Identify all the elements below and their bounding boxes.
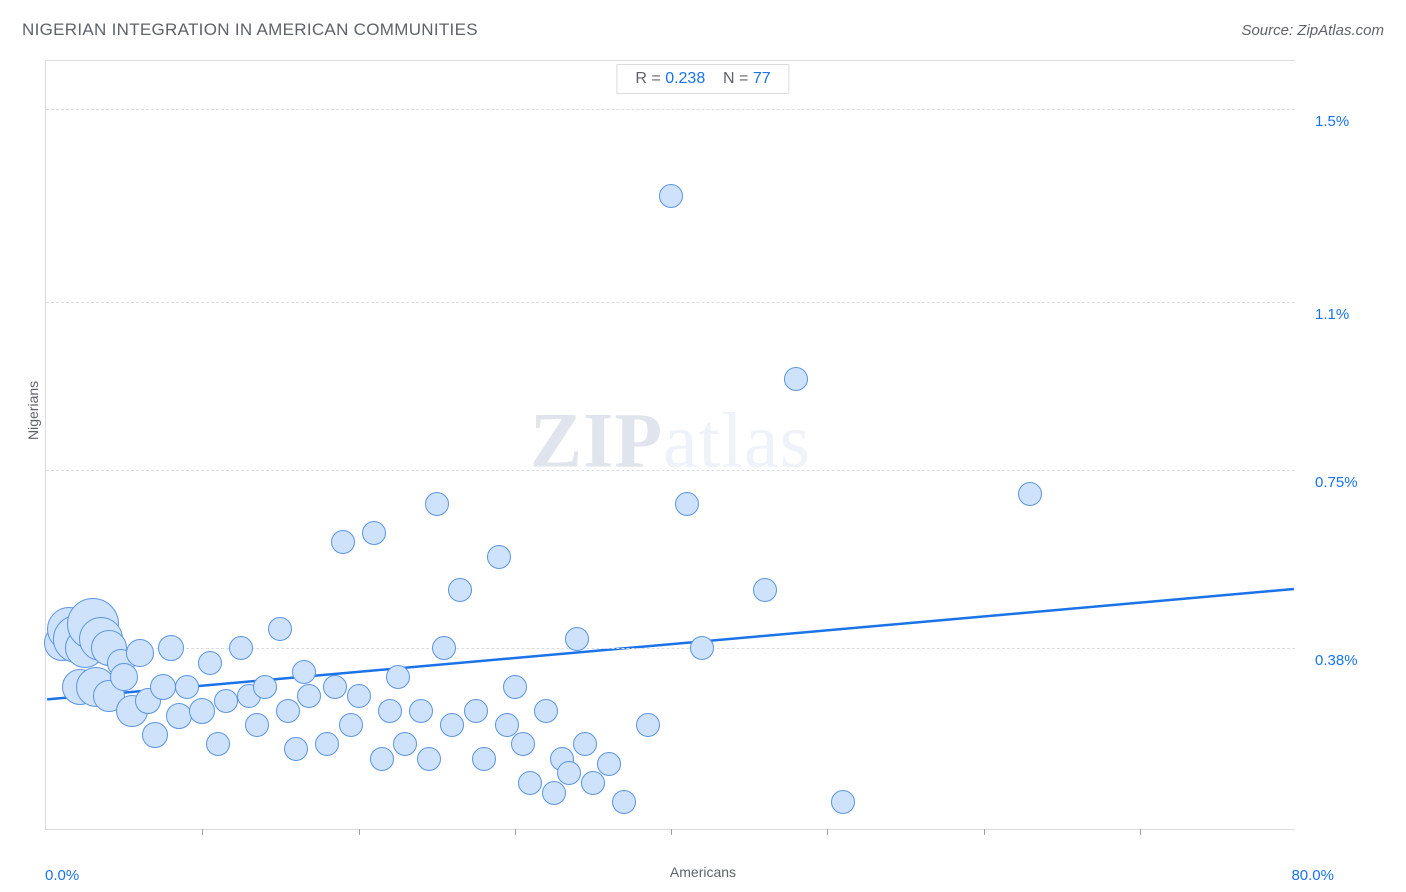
n-value: 77 (753, 70, 771, 87)
data-point (268, 617, 292, 641)
data-point (331, 530, 355, 554)
data-point (370, 747, 394, 771)
data-point (581, 771, 605, 795)
y-tick-label: 0.38% (1315, 652, 1358, 669)
gridline-h (46, 470, 1295, 471)
data-point (142, 722, 168, 748)
scatter-chart: ZIPatlas (45, 60, 1295, 830)
data-point (362, 521, 386, 545)
data-point (284, 737, 308, 761)
x-tick (984, 829, 985, 835)
data-point (229, 636, 253, 660)
data-point (557, 761, 581, 785)
x-tick (827, 829, 828, 835)
y-tick-label: 0.75% (1315, 474, 1358, 491)
data-point (503, 675, 527, 699)
data-point (425, 492, 449, 516)
chart-header: NIGERIAN INTEGRATION IN AMERICAN COMMUNI… (22, 20, 1384, 40)
watermark: ZIPatlas (530, 396, 811, 486)
data-point (659, 184, 683, 208)
data-point (315, 732, 339, 756)
data-point (534, 699, 558, 723)
stats-box: R = 0.238 N = 77 (616, 64, 789, 94)
n-label: N = (723, 70, 748, 87)
data-point (323, 675, 347, 699)
data-point (542, 781, 566, 805)
x-tick (1140, 829, 1141, 835)
data-point (206, 732, 230, 756)
y-tick-label: 1.5% (1315, 113, 1349, 130)
data-point (690, 636, 714, 660)
y-axis-label: Nigerians (25, 381, 41, 440)
data-point (573, 732, 597, 756)
chart-source: Source: ZipAtlas.com (1241, 22, 1384, 39)
data-point (612, 790, 636, 814)
data-point (831, 790, 855, 814)
data-point (518, 771, 542, 795)
data-point (464, 699, 488, 723)
data-point (126, 639, 154, 667)
data-point (175, 675, 199, 699)
data-point (1018, 482, 1042, 506)
data-point (378, 699, 402, 723)
x-min-label: 0.0% (45, 867, 79, 884)
data-point (448, 578, 472, 602)
data-point (409, 699, 433, 723)
data-point (675, 492, 699, 516)
data-point (565, 627, 589, 651)
r-value: 0.238 (665, 70, 705, 87)
trendline-layer (46, 61, 1295, 829)
data-point (150, 674, 176, 700)
x-tick (359, 829, 360, 835)
data-point (417, 747, 441, 771)
data-point (253, 675, 277, 699)
data-point (440, 713, 464, 737)
x-axis-label: Americans (670, 864, 736, 880)
data-point (347, 684, 371, 708)
x-max-label: 80.0% (1291, 867, 1334, 884)
data-point (386, 665, 410, 689)
x-tick (671, 829, 672, 835)
data-point (339, 713, 363, 737)
data-point (487, 545, 511, 569)
x-tick (515, 829, 516, 835)
data-point (110, 663, 138, 691)
y-tick-label: 1.1% (1315, 306, 1349, 323)
data-point (297, 684, 321, 708)
data-point (276, 699, 300, 723)
data-point (158, 635, 184, 661)
data-point (214, 689, 238, 713)
r-label: R = (635, 70, 660, 87)
gridline-h (46, 302, 1295, 303)
data-point (472, 747, 496, 771)
data-point (166, 703, 192, 729)
gridline-h (46, 109, 1295, 110)
data-point (432, 636, 456, 660)
data-point (597, 752, 621, 776)
data-point (753, 578, 777, 602)
data-point (245, 713, 269, 737)
data-point (636, 713, 660, 737)
data-point (292, 660, 316, 684)
data-point (189, 698, 215, 724)
data-point (198, 651, 222, 675)
data-point (511, 732, 535, 756)
x-tick (202, 829, 203, 835)
data-point (784, 367, 808, 391)
data-point (393, 732, 417, 756)
chart-title: NIGERIAN INTEGRATION IN AMERICAN COMMUNI… (22, 20, 478, 40)
